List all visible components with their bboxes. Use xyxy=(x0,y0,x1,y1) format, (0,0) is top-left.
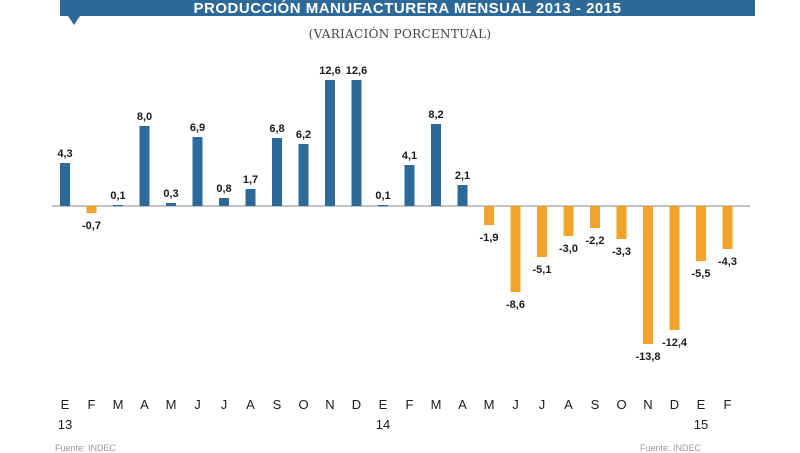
category-label-9: O xyxy=(298,397,308,412)
value-label-6: 0,8 xyxy=(216,183,231,195)
value-label-17: -8,6 xyxy=(506,299,525,311)
category-label-21: O xyxy=(616,397,626,412)
bar-3 xyxy=(139,126,150,206)
category-label-4: M xyxy=(166,397,177,412)
value-label-0: 4,3 xyxy=(57,148,72,160)
value-label-1: -0,7 xyxy=(82,220,101,232)
category-label-19: A xyxy=(564,397,573,412)
value-label-12: 0,1 xyxy=(375,190,390,202)
chart-subtitle: (VARIACIÓN PORCENTUAL) xyxy=(308,27,492,41)
source-note-right: Fuente: INDEC xyxy=(640,443,702,453)
category-label-5: J xyxy=(194,397,201,412)
category-label-25: F xyxy=(724,397,732,412)
year-label-15: 15 xyxy=(694,417,708,432)
value-label-23: -12,4 xyxy=(662,337,688,349)
bar-6 xyxy=(219,198,229,206)
category-label-20: S xyxy=(591,397,600,412)
value-label-3: 8,0 xyxy=(137,111,152,123)
value-label-2: 0,1 xyxy=(110,190,125,202)
category-label-13: F xyxy=(406,397,414,412)
category-label-18: J xyxy=(539,397,546,412)
bar-21 xyxy=(616,206,627,239)
value-label-15: 2,1 xyxy=(455,170,470,182)
value-label-13: 4,1 xyxy=(402,150,417,162)
value-label-10: 12,6 xyxy=(319,65,340,77)
bar-7 xyxy=(245,189,256,206)
category-label-11: D xyxy=(352,397,361,412)
bar-5 xyxy=(192,137,203,206)
category-label-7: A xyxy=(246,397,255,412)
value-label-11: 12,6 xyxy=(346,65,367,77)
category-label-12: E xyxy=(379,397,388,412)
value-label-14: 8,2 xyxy=(428,109,443,121)
category-label-0: E xyxy=(61,397,70,412)
source-note-left: Fuente: INDEC xyxy=(55,443,117,453)
category-label-10: N xyxy=(325,397,334,412)
category-label-17: J xyxy=(512,397,519,412)
category-label-14: M xyxy=(431,397,442,412)
banner-notch xyxy=(68,16,80,25)
bar-17 xyxy=(510,206,521,292)
category-label-3: A xyxy=(140,397,149,412)
bar-13 xyxy=(404,165,415,206)
bar-22 xyxy=(643,206,653,344)
bar-18 xyxy=(537,206,547,257)
bar-8 xyxy=(272,138,282,206)
category-label-23: D xyxy=(670,397,679,412)
chart-title: PRODUCCIÓN MANUFACTURERA MENSUAL 2013 - … xyxy=(193,0,622,17)
category-label-16: M xyxy=(484,397,495,412)
value-label-22: -13,8 xyxy=(635,351,660,363)
value-label-16: -1,9 xyxy=(480,232,499,244)
bar-10 xyxy=(325,80,335,206)
bar-4 xyxy=(166,203,176,206)
value-label-25: -4,3 xyxy=(718,256,737,268)
bar-11 xyxy=(351,80,362,206)
bar-19 xyxy=(563,206,574,236)
category-label-6: J xyxy=(221,397,228,412)
category-label-15: A xyxy=(458,397,467,412)
bar-12 xyxy=(378,205,388,207)
title-banner: PRODUCCIÓN MANUFACTURERA MENSUAL 2013 - … xyxy=(60,0,755,17)
value-label-20: -2,2 xyxy=(586,235,605,247)
category-label-24: E xyxy=(697,397,706,412)
value-label-24: -5,5 xyxy=(692,268,711,280)
value-label-9: 6,2 xyxy=(296,129,311,141)
value-label-21: -3,3 xyxy=(612,246,631,258)
value-label-7: 1,7 xyxy=(243,174,258,186)
year-label-14: 14 xyxy=(376,417,390,432)
bar-2 xyxy=(113,205,123,207)
category-label-1: F xyxy=(88,397,96,412)
bar-15 xyxy=(457,185,468,206)
category-label-22: N xyxy=(643,397,652,412)
bar-9 xyxy=(298,144,309,206)
value-label-5: 6,9 xyxy=(190,122,205,134)
value-label-4: 0,3 xyxy=(163,188,178,200)
bar-25 xyxy=(722,206,733,249)
bar-16 xyxy=(484,206,494,225)
category-label-8: S xyxy=(273,397,282,412)
value-label-18: -5,1 xyxy=(533,264,552,276)
value-label-8: 6,8 xyxy=(269,123,284,135)
bar-23 xyxy=(669,206,680,330)
bar-24 xyxy=(696,206,706,261)
bar-1 xyxy=(86,206,97,213)
bar-20 xyxy=(590,206,600,228)
category-label-2: M xyxy=(113,397,124,412)
bar-14 xyxy=(431,124,441,206)
value-label-19: -3,0 xyxy=(559,243,578,255)
bar-0 xyxy=(60,163,70,206)
year-label-13: 13 xyxy=(58,417,72,432)
